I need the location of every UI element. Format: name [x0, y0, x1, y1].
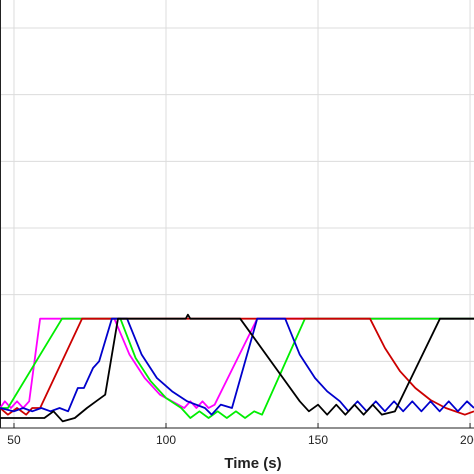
- x-axis-label: Time (s): [224, 455, 281, 472]
- x-tick-label: 150: [308, 433, 328, 447]
- series-line: [0, 313, 474, 423]
- x-tick-label: 100: [156, 433, 176, 447]
- series-line: [0, 317, 474, 409]
- series-line: [0, 317, 474, 416]
- x-tick-label: 200: [460, 433, 474, 447]
- series-line: [0, 317, 474, 416]
- x-tick-label: 50: [7, 433, 21, 447]
